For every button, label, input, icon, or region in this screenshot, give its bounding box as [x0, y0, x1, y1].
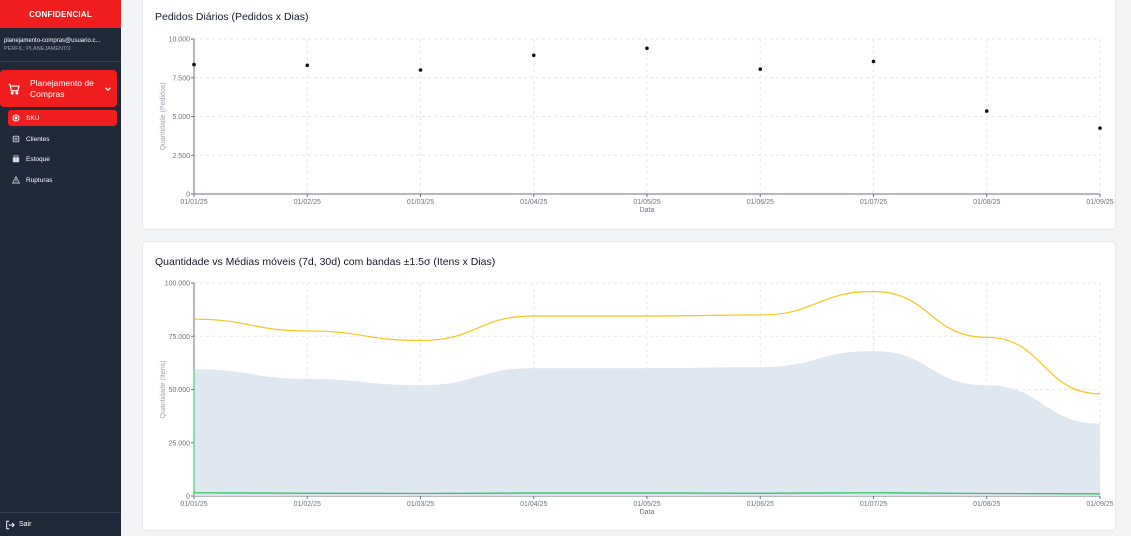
- user-email: planejamento-compras@usuario.c...: [4, 38, 101, 44]
- x-tick-label: 01/02/25: [294, 199, 321, 206]
- series-line: [193, 492, 1101, 495]
- x-tick-label: 01/07/25: [860, 501, 887, 508]
- sidebar-item-label: Rupturas: [26, 176, 53, 184]
- sidebar-divider: [0, 61, 121, 62]
- x-tick-label: 01/08/25: [973, 199, 1000, 206]
- sidebar-item-label: SKU: [26, 114, 40, 122]
- daily-orders-chart: 0 2.500 5.000 7.500 10.000 01/01/25 01/02/25 01…: [160, 37, 1114, 215]
- x-tick-label: 01/05/25: [633, 199, 660, 206]
- x-tick-label: 01/04/25: [520, 501, 547, 508]
- y-tick-label: 25.000: [169, 440, 191, 447]
- sidebar-item-label: Clientes: [26, 135, 50, 143]
- data-point: [1098, 126, 1102, 130]
- x-tick-label: 01/03/25: [407, 501, 434, 508]
- series-line: [193, 290, 1101, 395]
- user-info: planejamento-compras@usuario.c... PERFIL…: [0, 28, 121, 53]
- moving-averages-chart: 0 25.000 50.000 75.000 100.000 01/01/25 01/02/…: [160, 281, 1114, 517]
- x-axis-label: Data: [640, 207, 655, 214]
- sidebar-item-clientes[interactable]: Clientes: [8, 131, 117, 147]
- x-tick-label: 01/01/25: [180, 501, 207, 508]
- y-axis-label: Quantidade (Itens): [160, 361, 167, 419]
- shopping-cart-icon: [8, 83, 20, 95]
- data-point: [531, 53, 536, 58]
- y-tick-label: 2.500: [172, 153, 190, 160]
- y-tick-label: 10.000: [169, 37, 191, 44]
- x-tick-label: 01/04/25: [520, 199, 547, 206]
- y-tick-label: 7.500: [172, 75, 190, 82]
- data-point: [645, 46, 649, 51]
- sku-icon: [12, 114, 20, 122]
- moving-averages-card: Quantidade vs Médias móveis (7d, 30d) co…: [142, 241, 1116, 531]
- sidebar-item-label: Estoque: [26, 155, 50, 163]
- y-tick-label: 100.000: [165, 281, 190, 288]
- data-point: [758, 67, 763, 72]
- warning-icon: [12, 176, 20, 184]
- data-point: [192, 62, 196, 67]
- x-tick-label: 01/03/25: [407, 199, 434, 206]
- chevron-down-icon: [105, 86, 111, 91]
- sidebar-item-estoque[interactable]: Estoque: [8, 151, 117, 167]
- data-point: [418, 68, 423, 72]
- x-tick-label: 01/09/25: [1086, 199, 1113, 206]
- brand-banner: CONFIDENCIAL: [0, 0, 121, 28]
- y-tick-label: 0: [186, 192, 190, 199]
- x-tick-label: 01/08/25: [973, 501, 1000, 508]
- x-tick-label: 01/07/25: [860, 199, 887, 206]
- x-tick-label: 01/05/25: [633, 501, 660, 508]
- x-tick-label: 01/02/25: [294, 501, 321, 508]
- clients-icon: [12, 135, 20, 143]
- sidebar-item-sku[interactable]: SKU: [8, 110, 117, 126]
- logout-button[interactable]: Sair: [0, 512, 121, 536]
- daily-orders-card: Pedidos Diários (Pedidos x Dias) 0 2.500 5…: [142, 0, 1116, 230]
- sidebar-item-rupturas[interactable]: Rupturas: [8, 172, 117, 188]
- x-tick-label: 01/01/25: [180, 199, 207, 206]
- stock-icon: [12, 155, 20, 163]
- data-point: [871, 59, 876, 64]
- chart-title: Pedidos Diários (Pedidos x Dias): [155, 11, 309, 23]
- confidence-band: [194, 351, 1100, 496]
- data-point: [984, 109, 989, 113]
- y-axis-label: Quantidade (Pedidos): [160, 82, 167, 150]
- user-profile: PERFIL: PLANEJAMENTO: [4, 46, 71, 52]
- x-tick-label: 01/06/25: [747, 501, 774, 508]
- nav-group-label: Planejamento de Compras: [30, 77, 94, 99]
- nav-group-planejamento[interactable]: Planejamento de Compras: [0, 70, 117, 107]
- sidebar: CONFIDENCIAL planejamento-compras@usuari…: [0, 0, 121, 536]
- y-tick-label: 75.000: [169, 334, 191, 341]
- y-tick-label: 50.000: [169, 387, 191, 394]
- x-tick-label: 01/06/25: [747, 199, 774, 206]
- x-axis-label: Data: [640, 509, 655, 516]
- logout-icon: [6, 520, 15, 529]
- x-tick-label: 01/09/25: [1086, 501, 1113, 508]
- data-point: [305, 63, 310, 68]
- y-tick-label: 5.000: [172, 114, 190, 121]
- chart-title: Quantidade vs Médias móveis (7d, 30d) co…: [155, 256, 496, 268]
- y-tick-label: 0: [186, 494, 190, 501]
- logout-label: Sair: [19, 521, 32, 528]
